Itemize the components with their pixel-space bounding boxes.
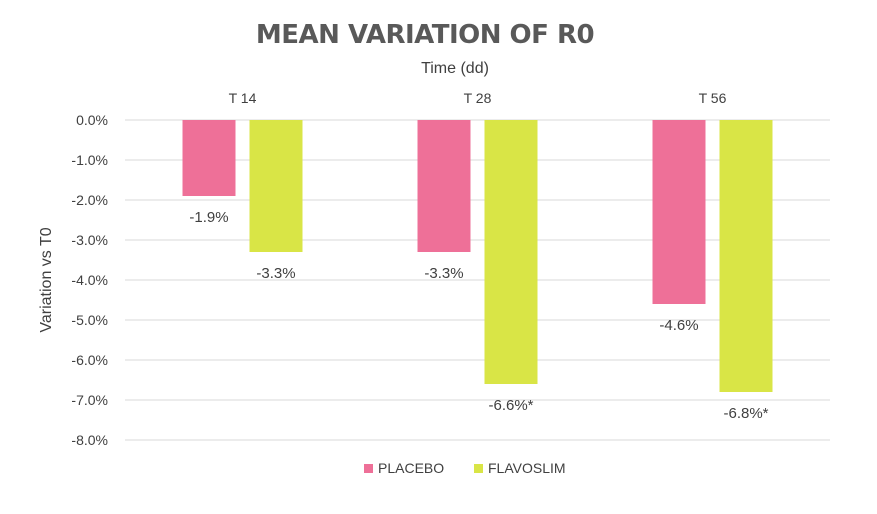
legend-label: PLACEBO (378, 460, 444, 476)
y-axis-title: Variation vs T0 (38, 227, 55, 332)
bar-placebo (417, 120, 471, 252)
data-label: -1.9% (189, 209, 228, 226)
data-labels: -1.9% -3.3% -3.3% -6.6%* -4.6% -6.8%* (189, 209, 768, 422)
x-axis-title: Time (dd) (421, 60, 489, 77)
data-label: -4.6% (659, 317, 698, 334)
y-tick-label: -3.0% (71, 232, 108, 248)
category-label: T 28 (464, 90, 492, 106)
gridlines (125, 119, 830, 441)
legend-label: FLAVOSLIM (488, 460, 566, 476)
bar-flavoslim (249, 120, 303, 252)
bar-flavoslim (719, 120, 773, 392)
y-tick-label: -8.0% (71, 432, 108, 448)
data-label: -6.8%* (723, 405, 768, 422)
y-tick-label: -5.0% (71, 312, 108, 328)
data-label: -6.6%* (488, 397, 533, 414)
data-label: -3.3% (424, 265, 463, 282)
legend-swatch-placebo (364, 464, 373, 473)
y-tick-label: -1.0% (71, 152, 108, 168)
data-label: -3.3% (256, 265, 295, 282)
bar-placebo (182, 120, 236, 196)
bar-flavoslim (484, 120, 538, 384)
chart-title: MEAN VARIATION OF R0 (256, 20, 594, 50)
y-tick-label: -6.0% (71, 352, 108, 368)
bars (182, 120, 773, 392)
legend: PLACEBO FLAVOSLIM (364, 460, 566, 476)
legend-swatch-flavoslim (474, 464, 483, 473)
bar-placebo (652, 120, 706, 304)
y-tick-label: -2.0% (71, 192, 108, 208)
category-labels: T 14 T 28 T 56 (229, 90, 727, 106)
category-label: T 56 (699, 90, 727, 106)
y-tick-label: -7.0% (71, 392, 108, 408)
y-tick-label: 0.0% (76, 112, 108, 128)
y-axis-ticks: 0.0% -1.0% -2.0% -3.0% -4.0% -5.0% -6.0% -7.0% -… (71, 112, 108, 448)
category-label: T 14 (229, 90, 257, 106)
y-tick-label: -4.0% (71, 272, 108, 288)
